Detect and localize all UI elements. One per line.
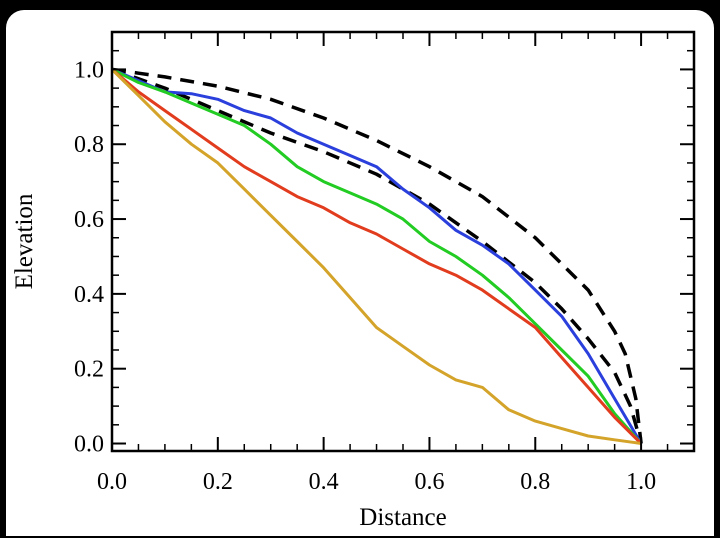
- y-axis-title: Elevation: [11, 193, 38, 289]
- y-tick-label: 0.2: [74, 357, 104, 383]
- series-line-3: [111, 68, 643, 445]
- x-tick-label: 0.8: [520, 469, 550, 495]
- series-layer: [110, 67, 643, 445]
- axis-layer: 0.0 0.2 0.4 0.6 0.8 1.0 0.0 0.2 0.4 0.6 0.8 1.0: [74, 32, 694, 495]
- series-line-1: [111, 67, 643, 444]
- y-tick-label: 0.0: [74, 432, 104, 458]
- elevation-distance-chart: 0.0 0.2 0.4 0.6 0.8 1.0 0.0 0.2 0.4 0.6 0.8 1.0 Dis…: [11, 30, 696, 531]
- x-axis-title: Distance: [359, 504, 446, 531]
- series-line-6: [110, 68, 642, 445]
- x-tick-label: 1.0: [626, 469, 656, 495]
- x-tick-label: 0.4: [309, 469, 339, 495]
- x-tick-label: 0.0: [97, 469, 127, 495]
- series-line-4: [111, 68, 643, 445]
- series-line-2: [111, 67, 643, 444]
- series-line-5: [111, 68, 643, 445]
- y-tick-label: 1.0: [74, 57, 104, 83]
- x-tick-label: 0.2: [203, 469, 233, 495]
- y-tick-label: 0.6: [74, 207, 104, 233]
- y-tick-label: 0.4: [74, 282, 104, 308]
- y-tick-label: 0.8: [74, 132, 104, 158]
- chart-canvas: 0.0 0.2 0.4 0.6 0.8 1.0 0.0 0.2 0.4 0.6 0.8 1.0 Dis…: [6, 10, 714, 536]
- x-tick-label: 0.6: [414, 469, 444, 495]
